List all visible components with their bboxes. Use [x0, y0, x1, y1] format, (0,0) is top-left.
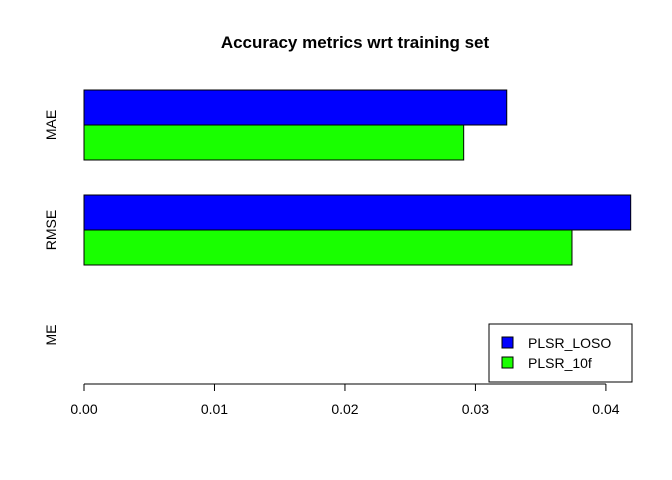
legend: PLSR_LOSO PLSR_10f — [488, 323, 633, 383]
x-tick-label: 0.01 — [201, 401, 228, 417]
bars-group — [83, 89, 632, 266]
x-tick-label: 0.00 — [70, 401, 97, 417]
bar-mae-plsr-10f — [83, 124, 465, 161]
bar-mae-plsr-loso — [83, 89, 508, 126]
category-label-rmse: RMSE — [43, 210, 59, 250]
legend-swatch-plsr-loso — [501, 336, 514, 349]
bar-rmse-plsr-10f — [83, 229, 573, 266]
legend-label-plsr-loso: PLSR_LOSO — [528, 335, 611, 351]
category-label-mae: MAE — [43, 110, 59, 140]
x-tick-label: 0.02 — [331, 401, 358, 417]
legend-swatch-plsr-10f — [501, 356, 514, 369]
chart-title: Accuracy metrics wrt training set — [221, 33, 490, 52]
legend-label-plsr-10f: PLSR_10f — [528, 355, 592, 371]
category-label-me: ME — [43, 325, 59, 346]
bar-rmse-plsr-loso — [83, 194, 632, 231]
legend-box — [488, 323, 633, 383]
x-tick-label: 0.04 — [592, 401, 619, 417]
y-axis-labels: ME RMSE MAE — [43, 110, 59, 346]
x-tick-label: 0.03 — [462, 401, 489, 417]
x-axis: 0.00 0.01 0.02 0.03 0.04 — [70, 383, 620, 417]
